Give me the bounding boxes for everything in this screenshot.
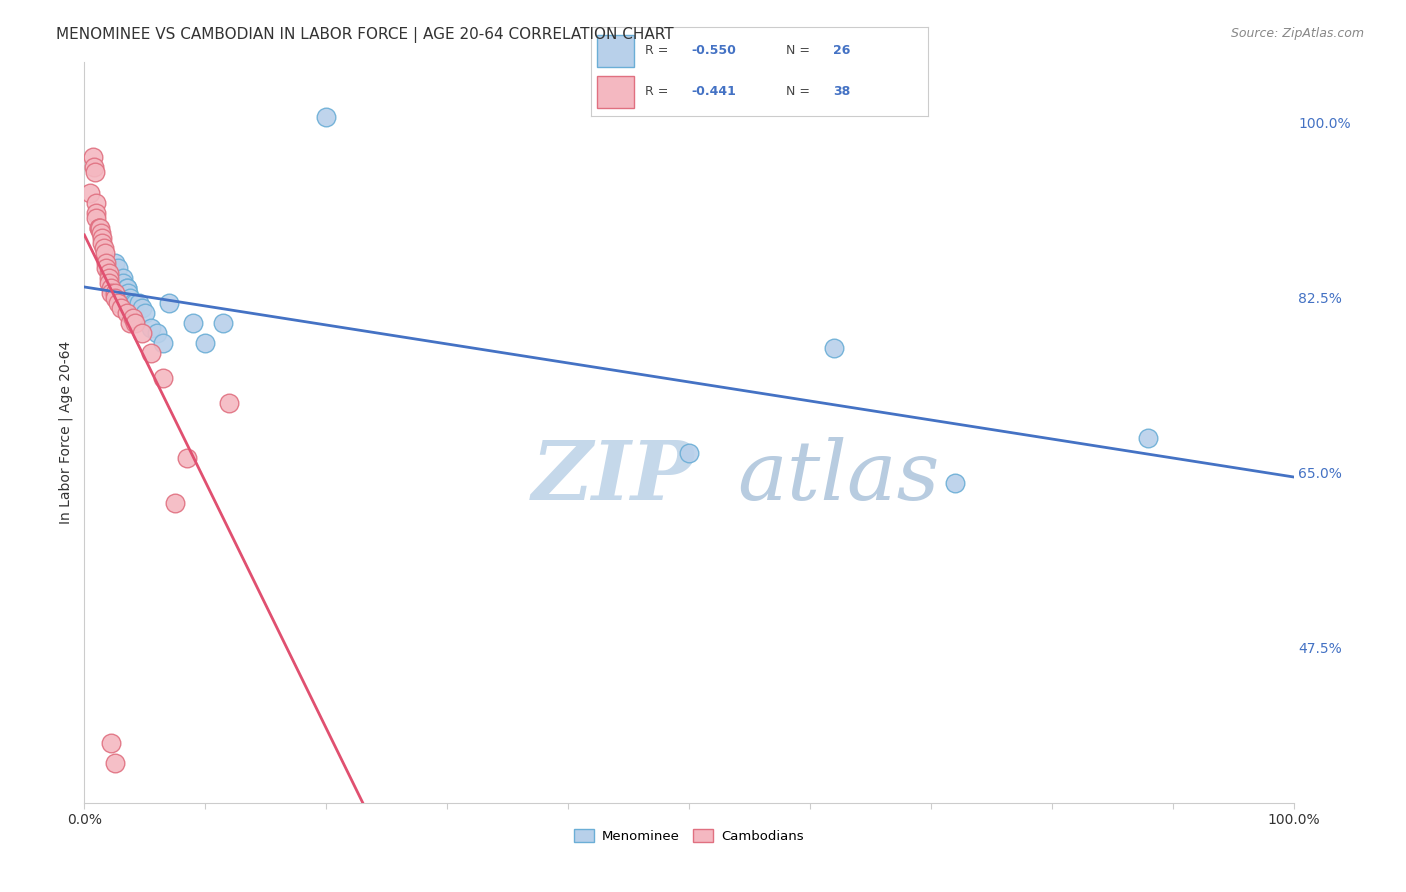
Point xyxy=(218,395,240,409)
Point xyxy=(131,301,153,315)
Point xyxy=(93,240,115,255)
Text: N =: N = xyxy=(786,45,814,57)
Point xyxy=(91,235,114,250)
Point xyxy=(104,255,127,269)
Point xyxy=(97,270,120,285)
Point xyxy=(181,316,204,330)
Point xyxy=(117,285,139,300)
Point xyxy=(94,255,117,269)
Point xyxy=(212,316,235,330)
Text: -0.441: -0.441 xyxy=(692,86,737,98)
Point xyxy=(943,475,966,490)
Point xyxy=(112,270,135,285)
Point xyxy=(152,370,174,384)
Point xyxy=(91,230,114,244)
Point xyxy=(104,756,127,770)
Point xyxy=(121,301,143,315)
Point xyxy=(83,161,105,175)
Text: Source: ZipAtlas.com: Source: ZipAtlas.com xyxy=(1230,27,1364,40)
Point xyxy=(124,316,146,330)
Legend: Menominee, Cambodians: Menominee, Cambodians xyxy=(569,823,808,848)
Point xyxy=(165,496,187,510)
Point xyxy=(315,111,337,125)
Point xyxy=(823,341,845,355)
Point xyxy=(97,276,120,290)
Point xyxy=(115,280,138,294)
Bar xyxy=(598,76,634,108)
Point xyxy=(84,165,107,179)
Point xyxy=(100,285,122,300)
Point xyxy=(104,291,127,305)
Text: 38: 38 xyxy=(834,86,851,98)
Point xyxy=(87,220,110,235)
Point xyxy=(157,295,180,310)
Point xyxy=(146,326,169,340)
Point xyxy=(115,305,138,319)
Point xyxy=(139,320,162,334)
Text: ZIP: ZIP xyxy=(531,437,695,517)
Point xyxy=(194,335,217,350)
Point xyxy=(176,450,198,465)
Text: MENOMINEE VS CAMBODIAN IN LABOR FORCE | AGE 20-64 CORRELATION CHART: MENOMINEE VS CAMBODIAN IN LABOR FORCE | … xyxy=(56,27,673,43)
Text: R =: R = xyxy=(644,86,672,98)
Point xyxy=(100,280,122,294)
Point xyxy=(678,445,700,459)
Point xyxy=(107,260,129,275)
Point xyxy=(121,295,143,310)
Point xyxy=(89,220,111,235)
Point xyxy=(121,310,143,325)
Text: N =: N = xyxy=(786,86,814,98)
Point xyxy=(1137,431,1160,445)
Point xyxy=(82,151,104,165)
Y-axis label: In Labor Force | Age 20-64: In Labor Force | Age 20-64 xyxy=(59,341,73,524)
Point xyxy=(100,736,122,750)
Point xyxy=(90,226,112,240)
Point xyxy=(97,266,120,280)
Point xyxy=(86,195,108,210)
Point xyxy=(139,345,162,359)
Point xyxy=(110,301,132,315)
Point xyxy=(131,326,153,340)
Point xyxy=(79,186,101,200)
Point xyxy=(124,295,146,310)
Point xyxy=(134,305,156,319)
Point xyxy=(120,291,142,305)
Text: 26: 26 xyxy=(834,45,851,57)
Point xyxy=(120,316,142,330)
Point xyxy=(86,211,108,225)
Point xyxy=(87,220,110,235)
Point xyxy=(94,245,117,260)
Point xyxy=(115,280,138,294)
Point xyxy=(94,260,117,275)
Bar xyxy=(598,35,634,67)
Text: -0.550: -0.550 xyxy=(692,45,737,57)
Point xyxy=(104,285,127,300)
Point xyxy=(107,295,129,310)
Point xyxy=(128,295,150,310)
Point xyxy=(86,205,108,219)
Point xyxy=(112,276,135,290)
Text: R =: R = xyxy=(644,45,672,57)
Point xyxy=(152,335,174,350)
Text: atlas: atlas xyxy=(737,437,939,517)
